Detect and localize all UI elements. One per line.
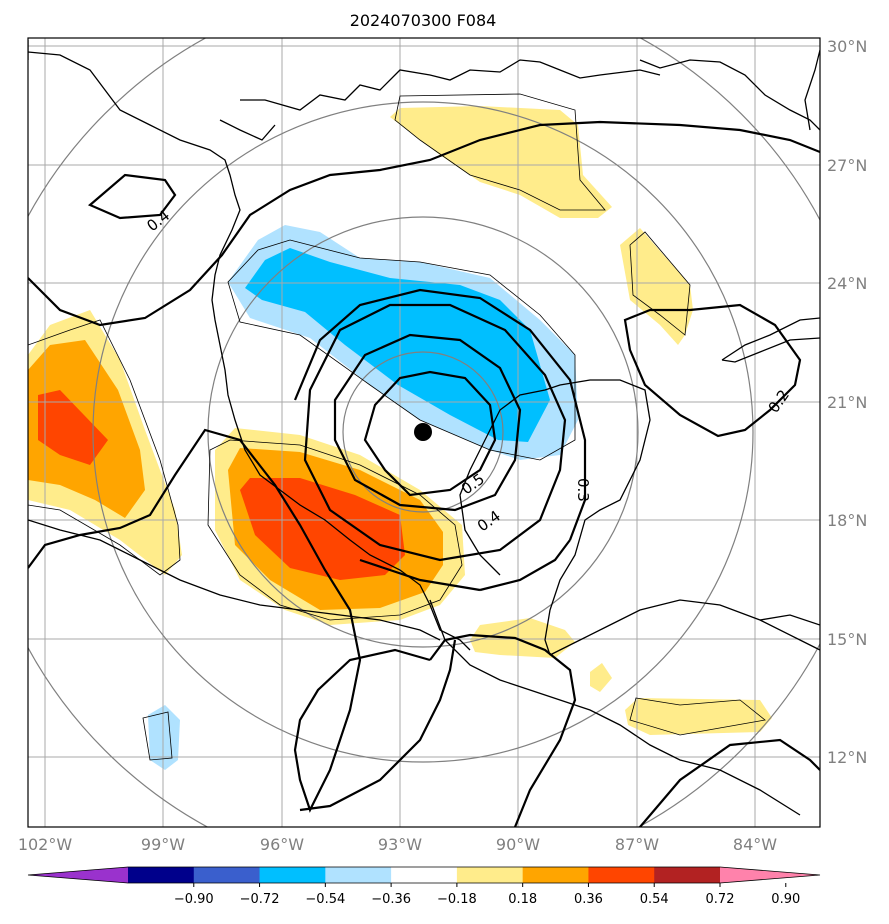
- colorbar-segment: [128, 867, 195, 883]
- gridlines: [28, 38, 820, 827]
- colorbar: −0.90 −0.72 −0.54 −0.36 −0.18 0.18 0.36 0.54 0.7…: [27, 866, 821, 907]
- lon-tick-label: 84°W: [733, 835, 777, 854]
- colorbar-segment: [325, 867, 392, 883]
- colorbar-segment: [654, 867, 721, 883]
- positive-anomaly-east: [620, 228, 693, 345]
- colorbar-tick-label: 0.18: [508, 892, 537, 907]
- lat-tick-label: 15°N: [827, 630, 867, 649]
- colorbar-tick-label: −0.18: [437, 892, 477, 907]
- lon-tick-label: 87°W: [615, 835, 659, 854]
- colorbar-tick-label: −0.36: [371, 892, 411, 907]
- lon-tick-label: 96°W: [260, 835, 304, 854]
- map-area: 0.4 0.2 0.5 0.4 0.3: [28, 38, 820, 827]
- latitude-ticks: 30°N 27°N 24°N 21°N 18°N 15°N 12°N: [827, 37, 867, 767]
- map-title: 2024070300 F084: [350, 11, 497, 30]
- coastlines: [28, 40, 820, 816]
- lat-tick-label: 24°N: [827, 274, 867, 293]
- colorbar-segment: [259, 867, 326, 883]
- colorbar-segment: [193, 867, 261, 883]
- positive-anomaly-honduras: [470, 618, 575, 658]
- colorbar-tick-label: −0.90: [174, 892, 214, 907]
- lat-tick-label: 30°N: [827, 37, 867, 56]
- colorbar-segment: [588, 867, 655, 883]
- colorbar-extend-high: [720, 867, 820, 883]
- lon-tick-label: 99°W: [141, 835, 185, 854]
- colorbar-segment: [391, 867, 458, 883]
- colorbar-extend-low: [28, 867, 128, 883]
- colorbar-segment: [522, 867, 589, 883]
- contour-label-outer: 0.3: [574, 478, 592, 502]
- colorbar-tick-label: −0.54: [305, 892, 345, 907]
- storm-center-marker: [414, 423, 432, 441]
- lon-tick-label: 90°W: [496, 835, 540, 854]
- colorbar-tick-label: −0.72: [240, 892, 280, 907]
- positive-anomaly-pacific-south: [625, 698, 772, 735]
- lon-tick-label: 93°W: [378, 835, 422, 854]
- lat-tick-label: 27°N: [827, 156, 867, 175]
- colorbar-outline: [27, 866, 821, 884]
- lat-tick-label: 21°N: [827, 393, 867, 412]
- colorbar-tick-label: 0.72: [706, 892, 735, 907]
- positive-anomaly-west-strong: [38, 390, 108, 465]
- colorbar-segment: [456, 867, 524, 883]
- colorbar-tick-label: 0.36: [574, 892, 603, 907]
- lat-tick-label: 18°N: [827, 511, 867, 530]
- thick-contours: [28, 120, 820, 827]
- positive-anomaly-small: [590, 663, 612, 692]
- colorbar-tick-label: 0.90: [771, 892, 800, 907]
- colorbar-tick-label: 0.54: [640, 892, 669, 907]
- lon-tick-label: 102°W: [18, 835, 73, 854]
- longitude-ticks: 102°W 99°W 96°W 93°W 90°W 87°W 84°W: [18, 835, 777, 854]
- positive-anomaly-north-gulf: [390, 106, 612, 218]
- lat-tick-label: 12°N: [827, 748, 867, 767]
- map-frame: [27, 37, 821, 828]
- positive-anomaly-main-strong: [240, 478, 405, 580]
